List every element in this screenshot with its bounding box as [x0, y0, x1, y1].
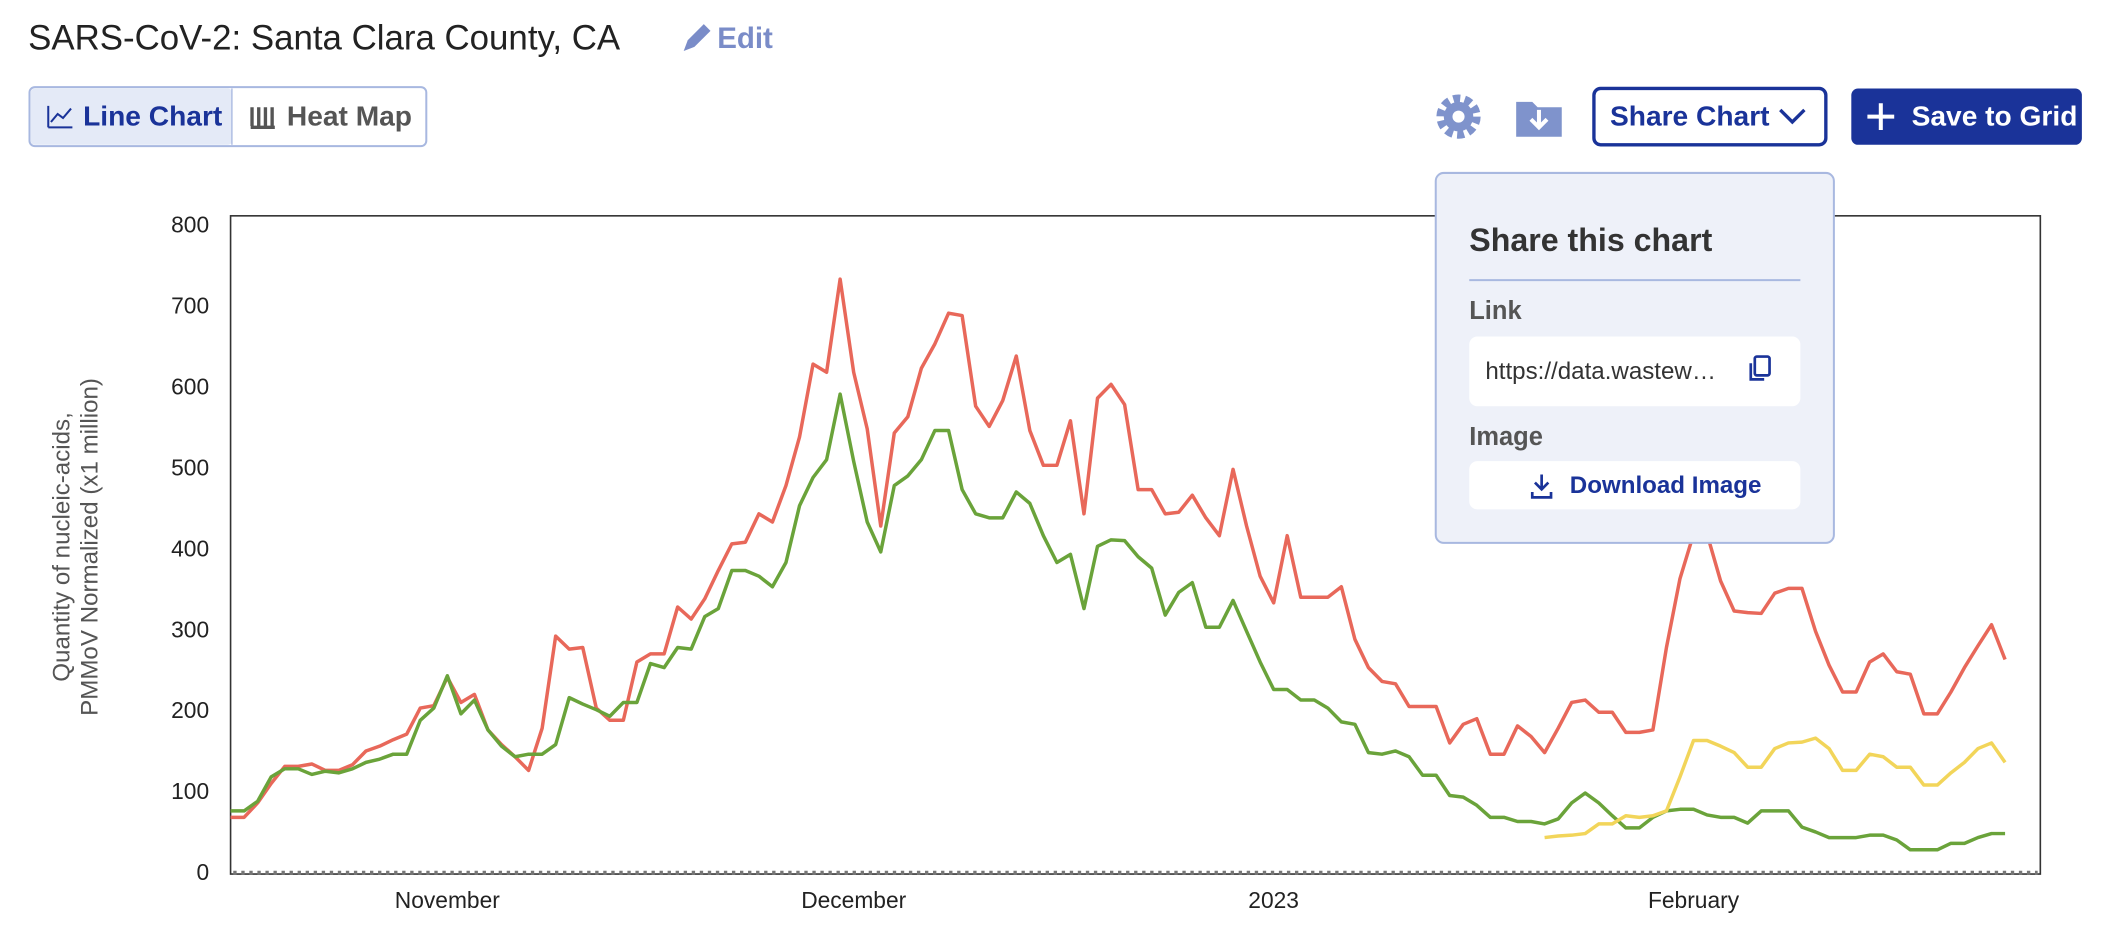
y-tick-label: 200 — [171, 697, 209, 723]
tab-line-chart[interactable]: Line Chart — [83, 100, 223, 131]
link-text: https://data.wastew… — [1485, 358, 1716, 385]
y-axis-label: Quantity of nucleic-acids, — [48, 412, 75, 682]
series-line — [230, 392, 2006, 852]
x-tick-label: February — [1648, 887, 1740, 913]
link-label: Link — [1469, 297, 1522, 325]
settings-button[interactable] — [1436, 94, 1481, 139]
y-tick-label: 300 — [171, 616, 209, 642]
save-button-text: Save to Grid — [1912, 100, 2078, 131]
y-tick-label: 0 — [196, 859, 209, 885]
download-arrow — [1529, 109, 1549, 131]
y-tick-label: 400 — [171, 535, 209, 561]
y-tick-label: 700 — [171, 293, 209, 319]
download-button-text: Download Image — [1570, 472, 1762, 499]
save-button-bg — [1851, 88, 2082, 145]
copy-icon-front — [1749, 363, 1765, 381]
edit-text: Edit — [717, 22, 773, 55]
gear-teeth — [1436, 94, 1481, 139]
copy-button[interactable] — [1749, 355, 1771, 381]
link-field[interactable] — [1469, 336, 1801, 407]
y-tick-label: 100 — [171, 778, 209, 804]
y-axis-label: PMMoV Normalized (x1 million) — [77, 378, 104, 716]
page-title: SARS-CoV-2: Santa Clara County, CA — [28, 18, 621, 57]
download-image-button[interactable]: Download Image — [1469, 461, 1801, 510]
tab-active-bg[interactable] — [30, 88, 232, 145]
share-button[interactable]: Share Chart — [1592, 86, 1828, 147]
pencil-icon — [683, 24, 711, 51]
copy-icon-back — [1753, 355, 1771, 377]
heat-map-icon — [250, 107, 275, 130]
export-button[interactable] — [1516, 101, 1562, 137]
chart-type-tabs: Line Chart Heat Map — [28, 86, 428, 148]
plus-icon — [1867, 103, 1895, 131]
save-button[interactable]: Save to Grid — [1851, 88, 2082, 145]
share-button-text: Share Chart — [1610, 100, 1770, 131]
share-popup: Share this chart Link https://data.waste… — [1434, 171, 1835, 544]
chevron — [1779, 108, 1806, 125]
image-label: Image — [1469, 423, 1543, 451]
gear-hole — [1452, 110, 1465, 123]
line-chart-icon — [47, 105, 73, 129]
y-tick-label: 600 — [171, 373, 209, 399]
share-button-frame — [1592, 86, 1828, 147]
y-tick-label: 500 — [171, 454, 209, 480]
edit-link[interactable]: Edit — [683, 22, 773, 55]
download-icon — [1530, 474, 1553, 499]
x-tick-label: December — [801, 887, 906, 913]
series-line — [1544, 736, 2007, 840]
popup-title: Share this chart — [1469, 222, 1712, 258]
x-tick-label: November — [395, 887, 500, 913]
y-tick-label: 800 — [171, 212, 209, 238]
x-tick-label: 2023 — [1248, 887, 1299, 913]
tab-heat-map[interactable]: Heat Map — [287, 100, 412, 131]
